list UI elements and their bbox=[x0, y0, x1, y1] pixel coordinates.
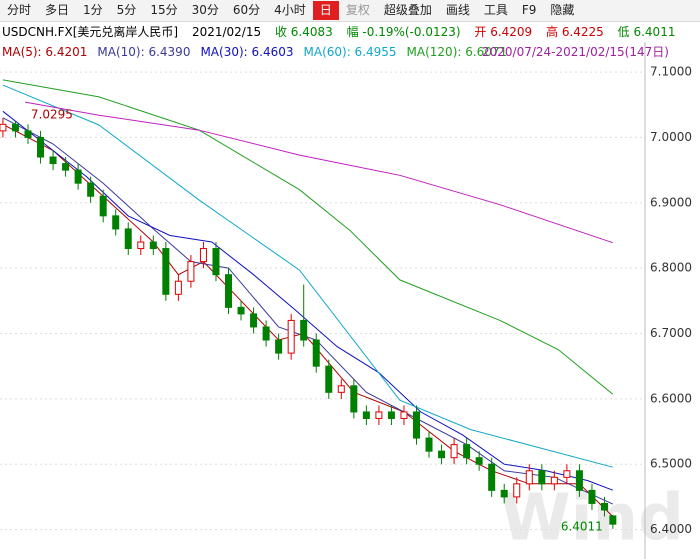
candle-body bbox=[262, 326, 270, 341]
candle-body bbox=[149, 241, 157, 250]
legend-entry: MA(120): 6.6071 bbox=[406, 45, 508, 59]
toolbar-button[interactable]: 工具 bbox=[483, 3, 508, 17]
y-tick-label: 6.5000 bbox=[650, 457, 692, 471]
candle-body bbox=[475, 457, 483, 465]
close: 收 6.4083 bbox=[274, 25, 333, 39]
candle-body bbox=[425, 437, 433, 452]
candle-body bbox=[513, 483, 521, 498]
toolbar-button[interactable]: 多日 bbox=[45, 3, 70, 17]
y-tick-label: 6.6000 bbox=[650, 391, 692, 405]
ma-line bbox=[25, 101, 613, 244]
toolbar-button[interactable]: 隐藏 bbox=[550, 3, 575, 17]
legend-entry: MA(5): 6.4201 bbox=[2, 45, 88, 59]
y-tick-label: 6.9000 bbox=[650, 195, 692, 209]
candle-body bbox=[362, 411, 370, 419]
y-tick-label: 7.1000 bbox=[650, 65, 692, 79]
ma-line bbox=[2, 110, 613, 491]
candle-body bbox=[237, 306, 245, 315]
candle-body bbox=[438, 450, 446, 459]
candle-body bbox=[225, 274, 233, 308]
chart: Wind7.10007.00006.90006.80006.70006.6000… bbox=[0, 42, 692, 559]
candle-body bbox=[563, 470, 571, 478]
candle-body bbox=[137, 241, 145, 250]
legend-entry: MA(30): 6.4603 bbox=[200, 45, 294, 59]
toolbar: 分时 多日 1分 5分 15分 30分 60分 4小时日复权 超级叠加 画线 工具 F9 隐藏 bbox=[0, 0, 700, 22]
candle-body bbox=[588, 489, 596, 504]
min-label: 6.4011 bbox=[561, 519, 603, 533]
toolbar-button[interactable]: 超级叠加 bbox=[383, 3, 432, 17]
candle-body bbox=[412, 411, 420, 439]
toolbar-button[interactable]: 复权 bbox=[345, 3, 370, 17]
ma-line bbox=[2, 79, 614, 395]
toolbar-button[interactable]: 画线 bbox=[445, 3, 470, 17]
candle-body bbox=[400, 411, 408, 419]
symbol: USDCNH.FX[美元兑离岸人民币] bbox=[2, 25, 179, 39]
toolbar-button[interactable]: 5分 bbox=[116, 3, 137, 17]
candle-body bbox=[0, 123, 7, 132]
low: 低 6.4011 bbox=[617, 25, 676, 39]
candle-body bbox=[250, 313, 258, 328]
date: 2021/02/15 bbox=[191, 25, 262, 39]
candle-body bbox=[212, 248, 220, 276]
candle-body bbox=[275, 339, 283, 354]
candle-body bbox=[387, 411, 395, 419]
info-row: USDCNH.FX[美元兑离岸人民币] 2021/02/15 收 6.4083 … bbox=[0, 22, 700, 42]
y-tick-label: 7.0000 bbox=[650, 130, 692, 144]
max-label: 7.0295 bbox=[31, 108, 73, 122]
candle-body bbox=[500, 489, 508, 498]
candle-body bbox=[87, 182, 95, 197]
candle-body bbox=[187, 261, 195, 282]
y-tick-label: 6.7000 bbox=[650, 326, 692, 340]
candle-body bbox=[337, 385, 345, 393]
high: 高 6.4225 bbox=[546, 25, 604, 39]
legend-entry: MA(60): 6.4955 bbox=[303, 45, 397, 59]
candle-body bbox=[325, 365, 333, 393]
ma-line bbox=[2, 84, 613, 468]
open: 开 6.4209 bbox=[474, 25, 533, 39]
ma-line bbox=[2, 117, 614, 505]
toolbar-button[interactable]: 15分 bbox=[150, 3, 178, 17]
candle-body bbox=[312, 339, 320, 367]
candle-body bbox=[162, 248, 170, 295]
change: 幅 -0.19%(-0.0123) bbox=[346, 25, 461, 39]
candle-body bbox=[488, 463, 496, 491]
candle-body bbox=[49, 156, 57, 165]
candle-body bbox=[600, 502, 608, 511]
toolbar-button[interactable]: 30分 bbox=[191, 3, 219, 17]
candle-body bbox=[463, 444, 471, 459]
date-range: 2020/07/24-2021/02/15(147日) bbox=[482, 45, 669, 59]
candle-body bbox=[575, 470, 583, 491]
legend: MA(5): 6.4201 MA(10): 6.4390 MA(30): 6.460… bbox=[0, 42, 700, 62]
candle-body bbox=[538, 470, 546, 485]
candle-body bbox=[287, 319, 295, 354]
toolbar-button[interactable]: 日 bbox=[312, 1, 339, 20]
toolbar-button[interactable]: 60分 bbox=[232, 3, 261, 17]
candle-body bbox=[124, 228, 132, 250]
candle-body bbox=[62, 163, 70, 171]
candle-body bbox=[550, 476, 558, 485]
candle-body bbox=[112, 215, 120, 230]
toolbar-button[interactable]: 分时 bbox=[7, 3, 32, 17]
candle-body bbox=[99, 195, 107, 217]
candle-body bbox=[350, 385, 358, 413]
candle-body bbox=[37, 136, 45, 158]
candle-body bbox=[300, 319, 308, 341]
candle-body bbox=[375, 411, 383, 419]
candle-body bbox=[199, 248, 207, 263]
y-tick-label: 6.8000 bbox=[650, 261, 692, 275]
legend-entry: MA(10): 6.4390 bbox=[97, 45, 191, 59]
candle-body bbox=[174, 280, 182, 295]
y-tick-label: 6.4000 bbox=[650, 522, 692, 536]
candle-body bbox=[11, 123, 19, 132]
toolbar-button[interactable]: 1分 bbox=[83, 3, 103, 17]
candle-body bbox=[74, 169, 82, 184]
candle-body bbox=[525, 470, 533, 485]
candle-body bbox=[609, 515, 617, 525]
candle-body bbox=[24, 130, 32, 138]
toolbar-button[interactable]: 4小时 bbox=[274, 3, 306, 17]
toolbar-button[interactable]: F9 bbox=[521, 3, 537, 17]
candle-body bbox=[450, 444, 458, 459]
